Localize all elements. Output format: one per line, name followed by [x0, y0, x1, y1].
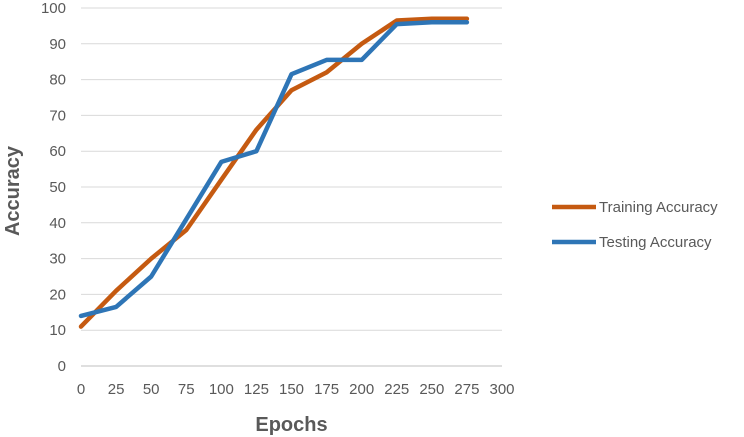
series-line-training-accuracy	[78, 16, 470, 329]
legend: Training Accuracy Testing Accuracy	[552, 199, 718, 251]
y-tick-label: 40	[49, 215, 66, 232]
x-tick-label: 0	[77, 381, 85, 398]
x-tick-label: 275	[454, 381, 479, 398]
x-tick-label: 225	[384, 381, 409, 398]
series-lines	[78, 16, 470, 329]
x-tick-label: 200	[349, 381, 374, 398]
y-tick-label: 10	[49, 322, 66, 339]
x-tick-label: 175	[314, 381, 339, 398]
x-tick-label: 125	[244, 381, 269, 398]
y-tick-label: 20	[49, 286, 66, 303]
y-tick-label: 0	[58, 358, 66, 375]
legend-label: Testing Accuracy	[599, 234, 712, 251]
x-tick-label: 300	[489, 381, 514, 398]
y-tick-label: 70	[49, 107, 66, 124]
y-tick-label: 30	[49, 251, 66, 268]
x-tick-labels: 0 25 50 75 100 125 150 175 200 225 250 275 300	[77, 381, 515, 398]
x-tick-label: 100	[209, 381, 234, 398]
y-tick-labels: 0 10 20 30 40 50 60 70 80 90 100	[41, 0, 66, 375]
y-tick-label: 90	[49, 36, 66, 53]
x-axis-title: Epochs	[255, 414, 327, 436]
y-tick-label: 100	[41, 0, 66, 17]
x-tick-label: 75	[178, 381, 195, 398]
x-tick-label: 50	[143, 381, 160, 398]
y-tick-label: 80	[49, 72, 66, 89]
x-tick-label: 150	[279, 381, 304, 398]
x-tick-label: 250	[419, 381, 444, 398]
y-tick-label: 60	[49, 143, 66, 160]
y-axis-title: Accuracy	[2, 145, 24, 236]
x-tick-label: 25	[108, 381, 125, 398]
series-line-testing-accuracy	[78, 20, 470, 319]
legend-label: Training Accuracy	[599, 199, 718, 216]
y-tick-label: 50	[49, 179, 66, 196]
